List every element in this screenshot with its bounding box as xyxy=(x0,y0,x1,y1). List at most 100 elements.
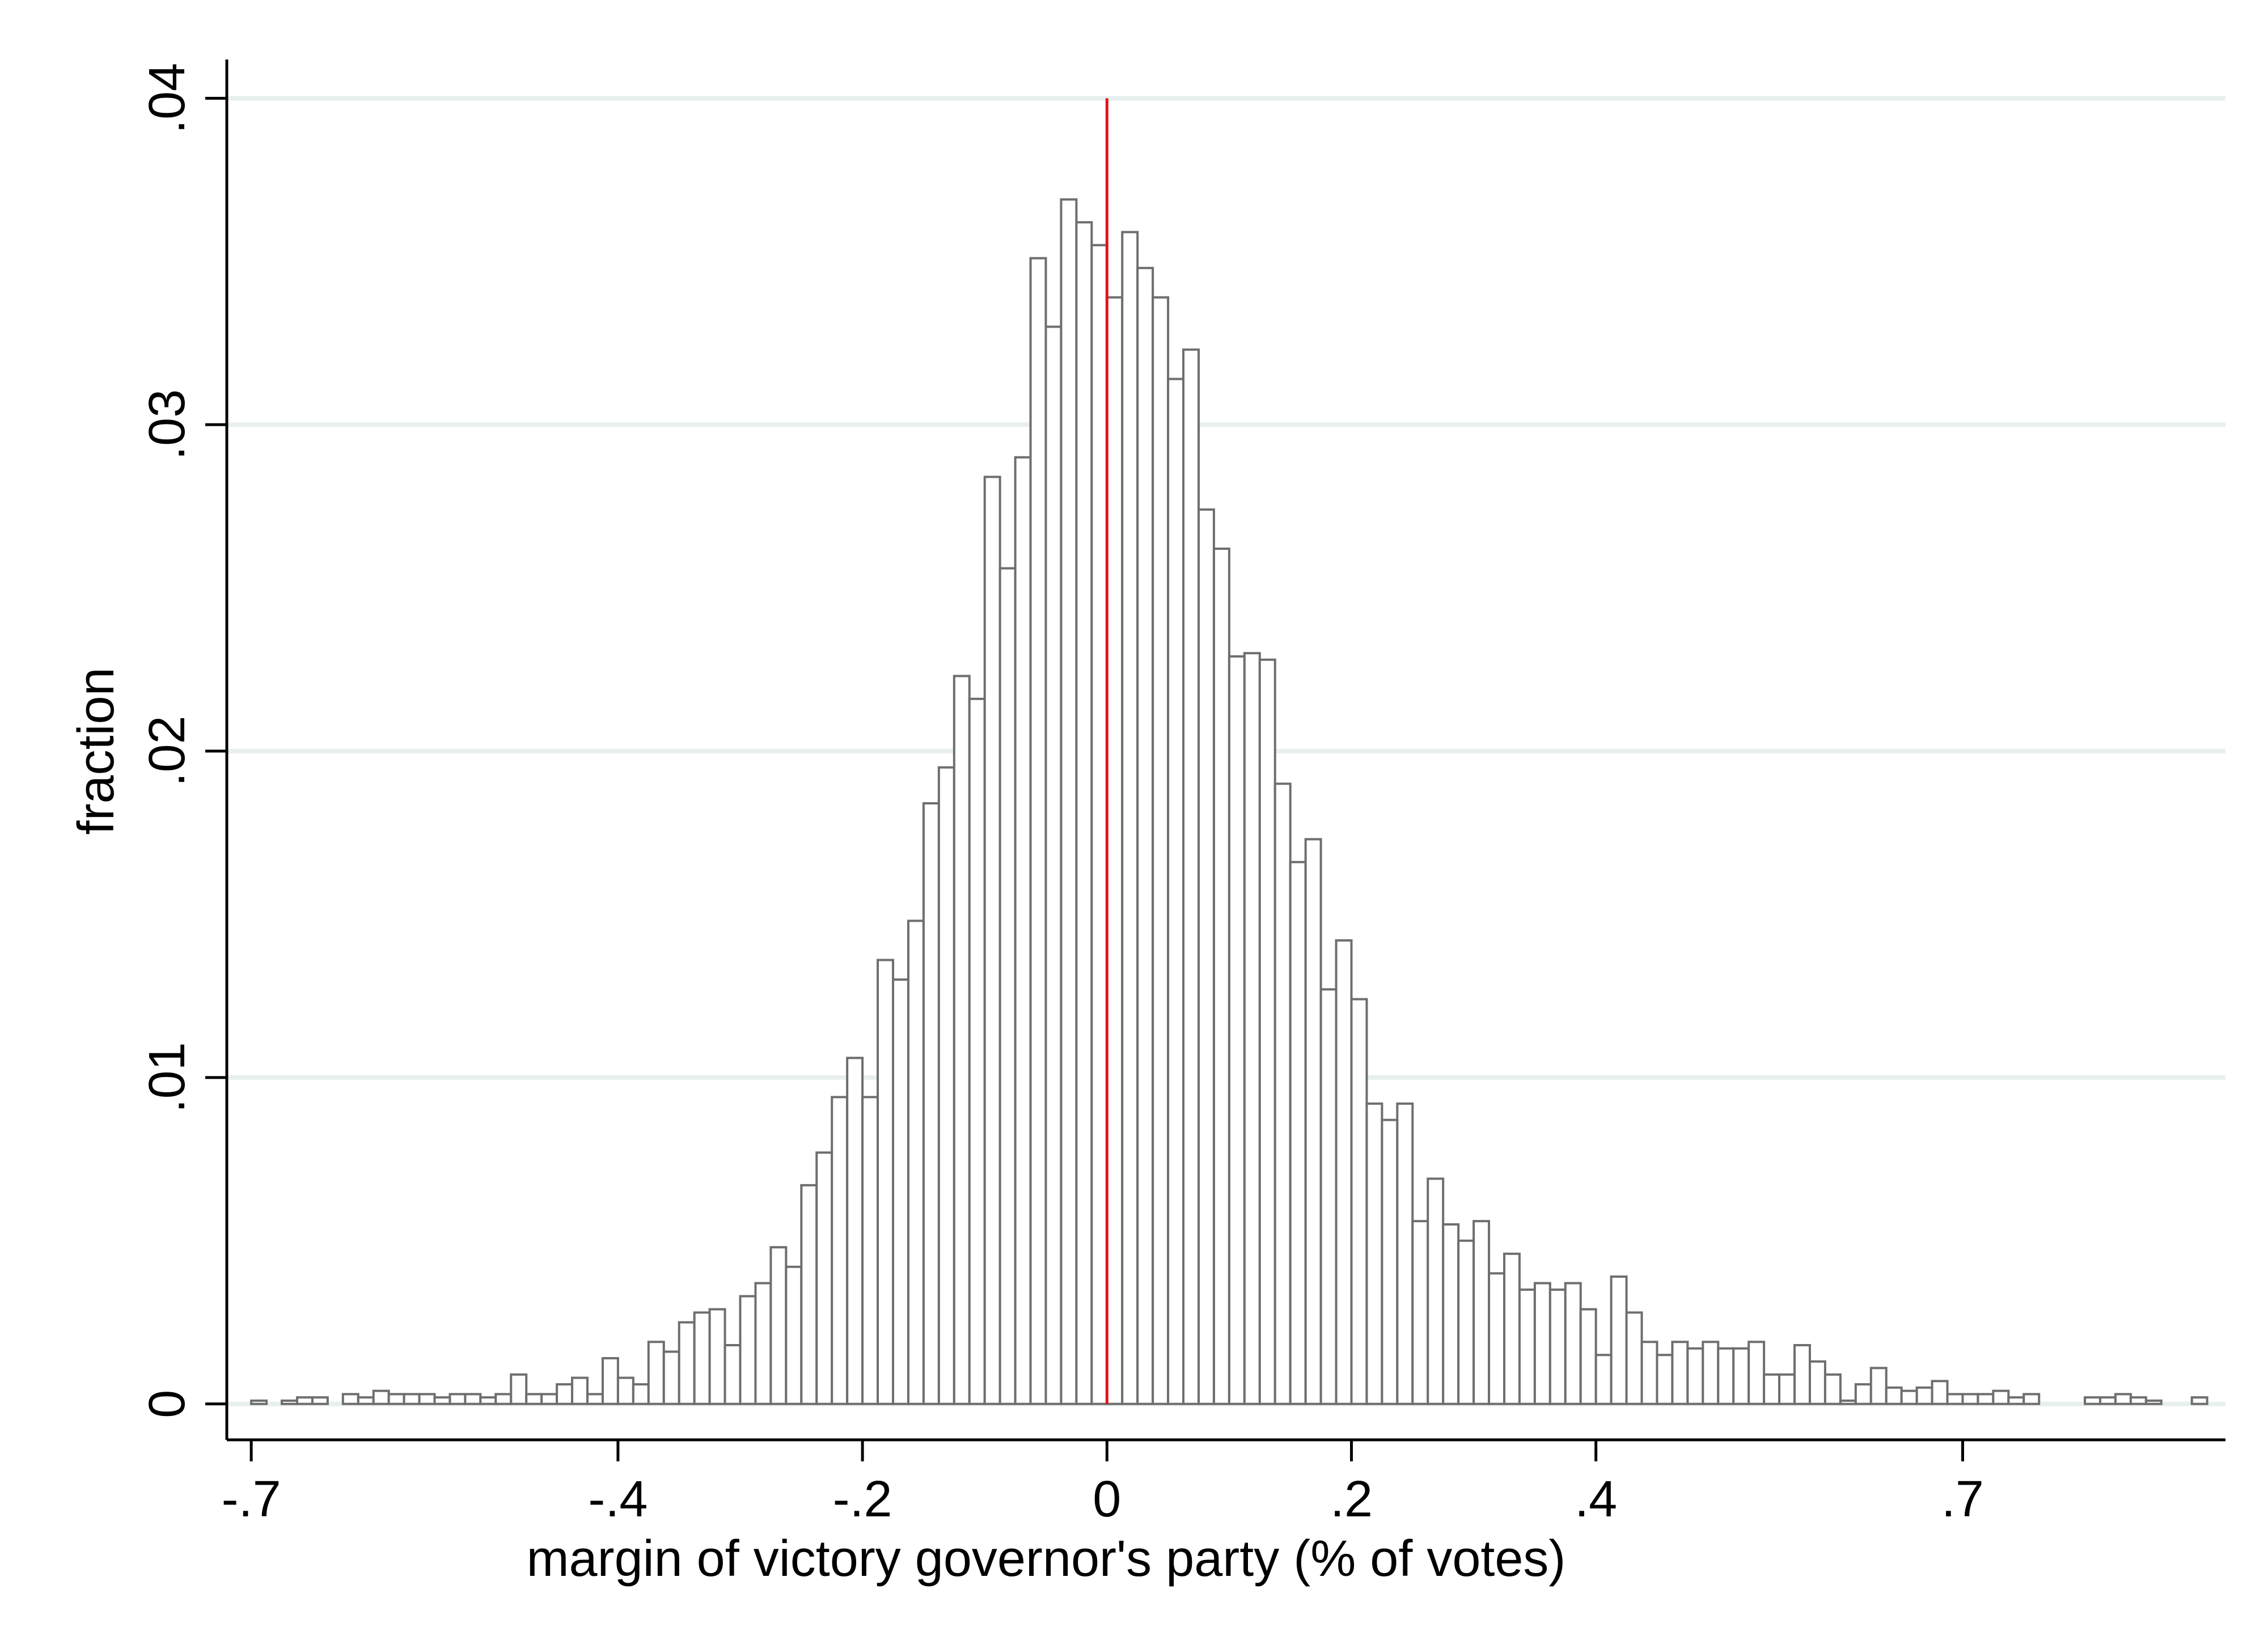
histogram-bar xyxy=(1411,1220,1429,1405)
histogram-bar xyxy=(1625,1311,1643,1405)
histogram-bar xyxy=(1258,658,1276,1405)
histogram-bar xyxy=(693,1311,711,1405)
histogram-bar xyxy=(1808,1360,1826,1405)
histogram-bar xyxy=(1106,296,1124,1405)
histogram-bar xyxy=(1548,1288,1567,1405)
histogram-bar xyxy=(1686,1347,1704,1405)
histogram-bar xyxy=(647,1341,665,1405)
histogram-bar xyxy=(2022,1393,2041,1405)
histogram-bar xyxy=(1747,1341,1766,1405)
histogram-bar xyxy=(1304,838,1322,1405)
histogram-bar xyxy=(2114,1393,2132,1405)
histogram-bar xyxy=(739,1295,757,1405)
histogram-bar xyxy=(1564,1282,1582,1405)
histogram-bar xyxy=(1823,1373,1842,1405)
histogram-bar xyxy=(372,1389,390,1405)
histogram-bar xyxy=(1503,1252,1521,1405)
histogram-bar xyxy=(1381,1118,1399,1405)
histogram-bar xyxy=(1488,1272,1505,1405)
histogram-bar xyxy=(1152,296,1170,1405)
histogram-bar xyxy=(1442,1223,1460,1405)
histogram-bar xyxy=(1702,1341,1720,1405)
histogram-bar xyxy=(1961,1393,1979,1405)
histogram-bar xyxy=(1671,1341,1689,1405)
histogram-bar xyxy=(785,1265,803,1405)
x-tick-label: 0 xyxy=(1093,1471,1121,1528)
histogram-bar xyxy=(1457,1239,1475,1405)
histogram-bar xyxy=(601,1357,619,1405)
histogram-bar xyxy=(2144,1399,2163,1405)
histogram-bar xyxy=(815,1151,833,1405)
histogram-bar xyxy=(1273,782,1292,1405)
histogram-bar xyxy=(1090,244,1108,1405)
histogram-bar xyxy=(1533,1282,1551,1405)
histogram-bar xyxy=(525,1393,543,1405)
histogram-bar xyxy=(662,1350,680,1405)
histogram-bar xyxy=(1869,1367,1888,1405)
histogram-bar xyxy=(800,1184,818,1405)
histogram-bar xyxy=(1594,1354,1613,1405)
histogram-bar xyxy=(1839,1399,1857,1405)
histogram-bar xyxy=(479,1396,497,1405)
histogram-bar xyxy=(1365,1102,1383,1405)
histogram-bar xyxy=(494,1393,513,1405)
histogram-bar xyxy=(953,675,971,1405)
histogram-bar xyxy=(1977,1393,1995,1405)
histogram-bar xyxy=(1854,1383,1872,1405)
histogram-bar xyxy=(433,1396,451,1405)
histogram-bar xyxy=(846,1057,864,1405)
histogram-bar xyxy=(1931,1380,1949,1405)
histogram-bar xyxy=(2190,1396,2208,1405)
histogram-bar xyxy=(341,1393,359,1405)
y-axis-ticks: 0 .01 .02 .03 .04 xyxy=(139,63,227,1418)
histogram-bar xyxy=(1518,1288,1536,1405)
x-tick-label: -.7 xyxy=(222,1471,281,1528)
histogram-bar xyxy=(1075,221,1093,1405)
histogram-bar xyxy=(448,1393,467,1405)
histogram-bar xyxy=(678,1321,696,1405)
histogram-bar xyxy=(418,1393,436,1405)
histogram-bar xyxy=(1228,655,1246,1405)
histogram-bar xyxy=(2084,1396,2102,1405)
histogram-bar xyxy=(1167,378,1185,1405)
histogram-bar xyxy=(1885,1386,1903,1405)
histogram-bar xyxy=(1992,1389,2010,1405)
histogram-bar xyxy=(1472,1220,1491,1405)
histogram-bar xyxy=(831,1096,849,1405)
histogram-bar xyxy=(1212,547,1230,1405)
x-axis-ticks: -.7 -.4 -.2 0 .2 .4 .7 xyxy=(222,1440,1984,1528)
histogram-bar xyxy=(1136,266,1154,1405)
histogram-bar xyxy=(1793,1344,1811,1405)
histogram-bar xyxy=(1121,231,1139,1405)
x-tick-label: .7 xyxy=(1941,1471,1984,1528)
histogram-bar xyxy=(769,1246,788,1405)
histogram-bar xyxy=(1060,198,1078,1405)
histogram-bar xyxy=(2099,1396,2117,1405)
y-axis-title: fraction xyxy=(68,667,125,834)
histogram-bar xyxy=(403,1393,421,1405)
histogram-bar xyxy=(2007,1396,2025,1405)
y-tick-label: .03 xyxy=(139,389,196,460)
histogram-bar xyxy=(1946,1393,1964,1405)
histogram-bar xyxy=(1014,456,1032,1405)
histogram-bar xyxy=(983,476,1001,1405)
histogram-bar xyxy=(1350,998,1368,1405)
histogram-bar xyxy=(556,1383,574,1405)
histogram-bar xyxy=(1656,1354,1674,1405)
histogram-bar xyxy=(1915,1386,1933,1405)
histogram-bar xyxy=(1197,508,1215,1405)
histogram-bar xyxy=(586,1393,604,1405)
histogram-bar xyxy=(922,802,940,1405)
histogram-bar xyxy=(1319,988,1338,1405)
histogram-bar xyxy=(1763,1373,1781,1405)
histogram-bar xyxy=(1396,1102,1414,1405)
histogram-bar xyxy=(708,1308,726,1405)
histogram-bar xyxy=(1044,325,1063,1405)
histogram-bar xyxy=(1778,1373,1796,1405)
histogram-bar xyxy=(1732,1347,1750,1405)
histogram-bar xyxy=(1900,1389,1918,1405)
histogram-bar xyxy=(1579,1308,1597,1405)
histogram-bars xyxy=(250,198,2208,1405)
histogram-bar xyxy=(571,1376,589,1405)
